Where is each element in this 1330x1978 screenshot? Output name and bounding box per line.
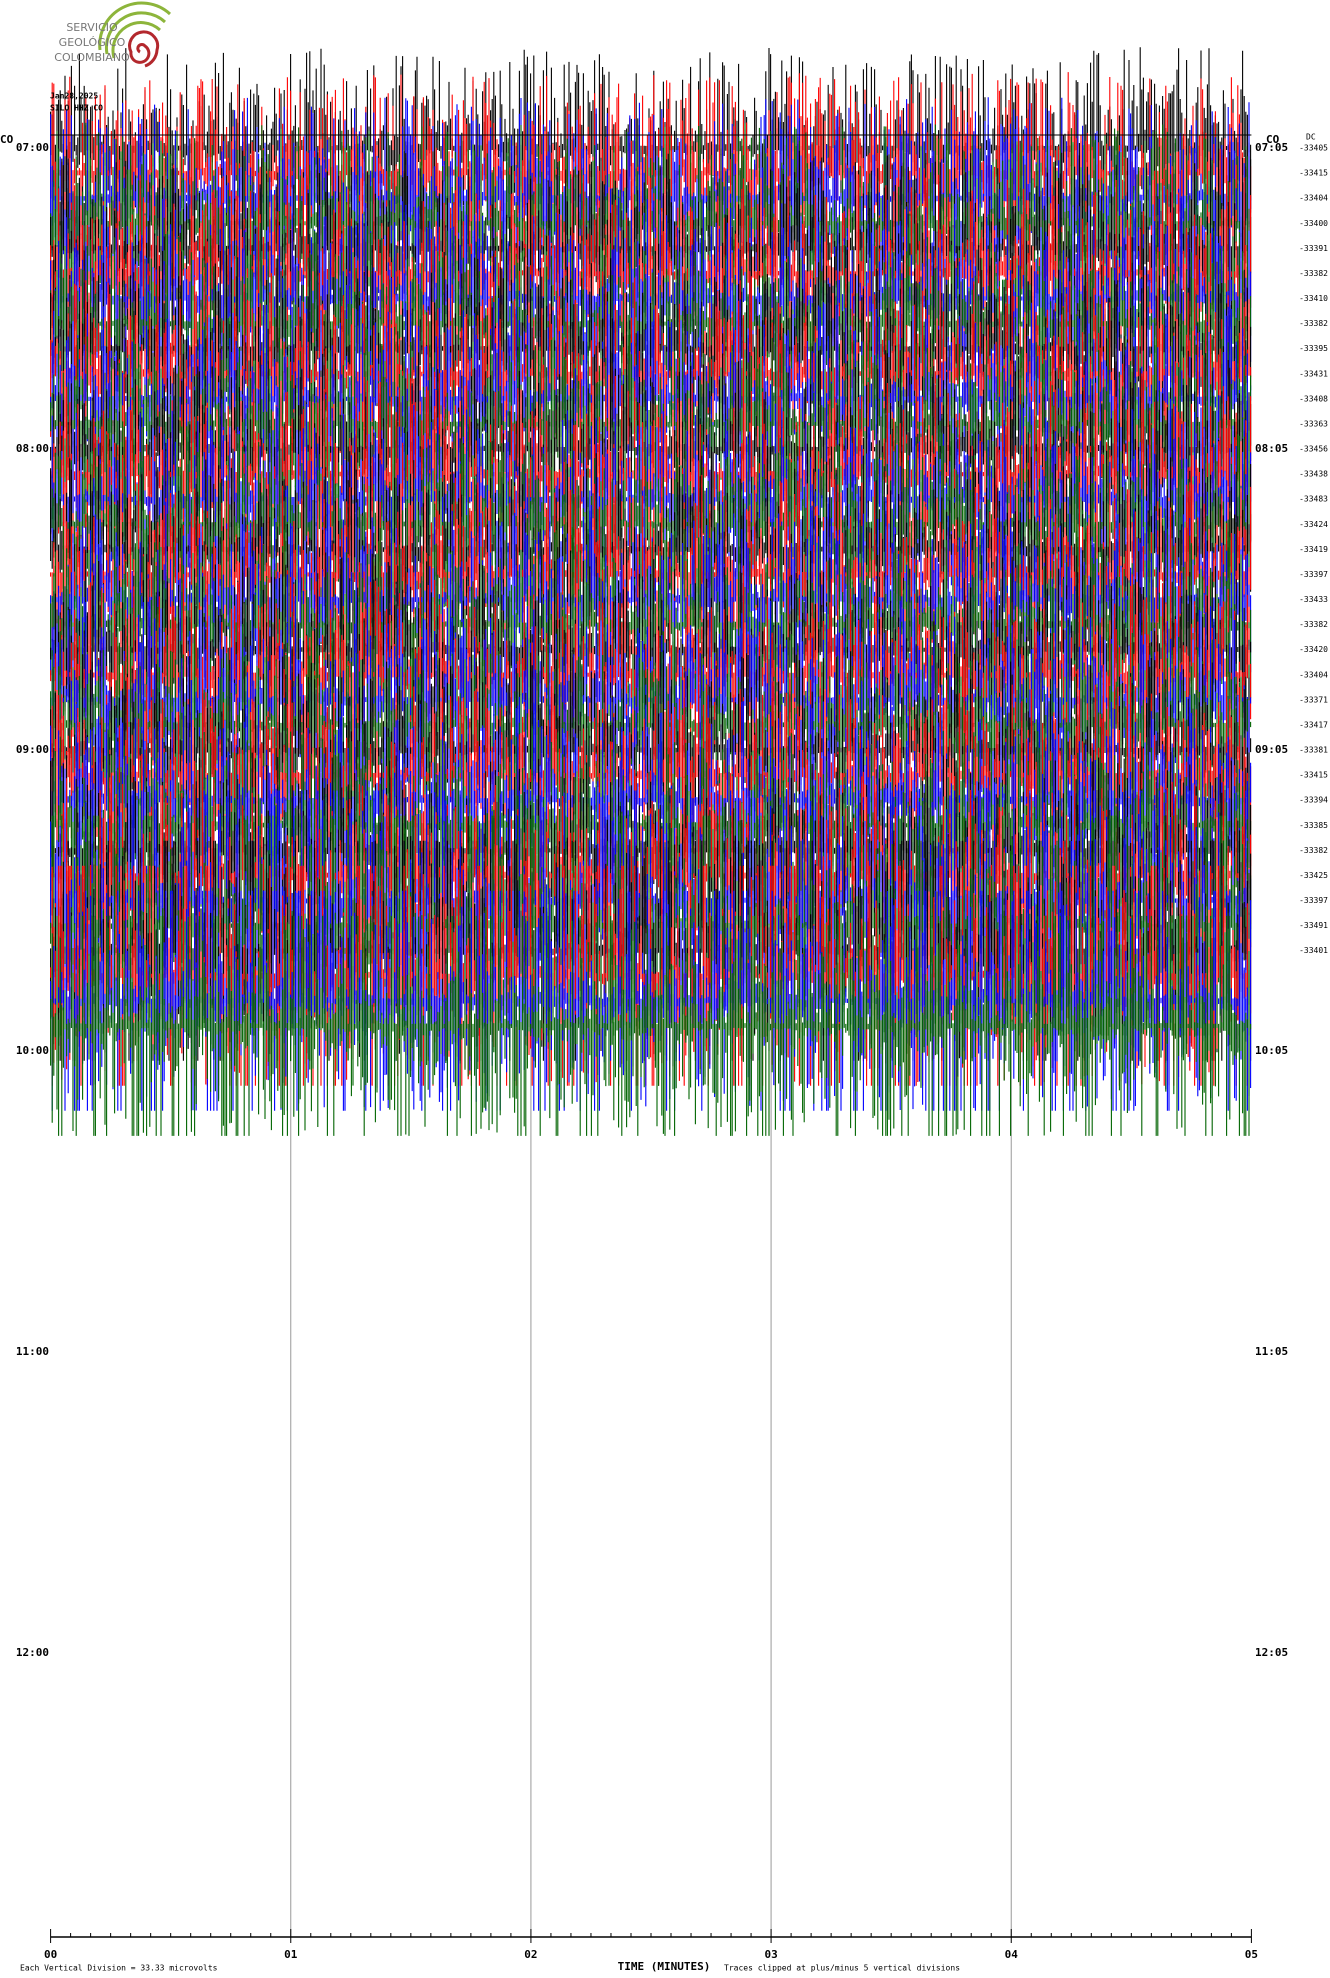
left-time: 11:00 — [16, 1345, 49, 1358]
logo-arc — [104, 11, 167, 55]
right-time: 09:05 — [1255, 743, 1288, 756]
dc-heading: DC — [1306, 133, 1316, 142]
dc-offset: -33424 — [1299, 520, 1328, 529]
dc-offset: -33382 — [1299, 319, 1328, 328]
right-time: 12:05 — [1255, 1646, 1288, 1659]
traces — [50, 47, 1252, 1136]
dc-offset: -33417 — [1299, 720, 1328, 729]
dc-offset: -33415 — [1299, 169, 1328, 178]
dc-offset: -33381 — [1299, 746, 1328, 755]
left-time: 07:00 — [16, 141, 49, 154]
dc-offset: -33419 — [1299, 545, 1328, 554]
dc-offset: -33394 — [1299, 796, 1328, 805]
dc-offset: -33363 — [1299, 419, 1328, 428]
date: Jan28,2025 — [50, 92, 98, 101]
dc-offset: -33410 — [1299, 294, 1328, 303]
dc-offset: -33433 — [1299, 595, 1328, 604]
logo-text: SERVICIO — [66, 21, 118, 34]
network-right: CO — [1266, 133, 1280, 146]
dc-offset: -33438 — [1299, 470, 1328, 479]
dc-offset: -33425 — [1299, 871, 1328, 880]
logo-text: GEOLÓGICO — [59, 36, 126, 49]
right-time: 10:05 — [1255, 1044, 1288, 1057]
right-time: 07:05 — [1255, 141, 1288, 154]
dc-offset: -33391 — [1299, 244, 1328, 253]
logo-arc — [111, 21, 162, 59]
network-left: CO — [0, 133, 14, 146]
clip-note: Traces clipped at plus/minus 5 vertical … — [724, 1964, 960, 1973]
dc-offset: -33395 — [1299, 344, 1328, 353]
dc-offset: -33382 — [1299, 620, 1328, 629]
dc-offset: -33382 — [1299, 846, 1328, 855]
dc-offset: -33431 — [1299, 369, 1328, 378]
left-time: 10:00 — [16, 1044, 49, 1057]
left-time: 08:00 — [16, 442, 49, 455]
dc-offset: -33397 — [1299, 896, 1328, 905]
left-time: 12:00 — [16, 1646, 49, 1659]
dc-offset: -33491 — [1299, 921, 1328, 930]
dc-offset: -33371 — [1299, 695, 1328, 704]
dc-offset: -33404 — [1299, 670, 1328, 679]
dc-offset: -33401 — [1299, 946, 1328, 955]
dc-offset: -33397 — [1299, 570, 1328, 579]
right-time: 11:05 — [1255, 1345, 1288, 1358]
dc-offset: -33456 — [1299, 445, 1328, 454]
station: SILO HHZ CO — [50, 104, 103, 113]
trace — [50, 915, 1252, 1136]
x-tick-label: 04 — [1005, 1948, 1019, 1961]
scale-note: Each Vertical Division = 33.33 microvolt… — [20, 1964, 218, 1973]
dc-offset: -33382 — [1299, 269, 1328, 278]
dc-offset: -33415 — [1299, 771, 1328, 780]
x-tick-label: 03 — [764, 1948, 777, 1961]
dc-offset: -33400 — [1299, 219, 1328, 228]
right-time: 08:05 — [1255, 442, 1288, 455]
dc-offset: -33404 — [1299, 194, 1328, 203]
dc-offset: -33385 — [1299, 821, 1328, 830]
dc-offset: -33483 — [1299, 495, 1328, 504]
x-axis-title: TIME (MINUTES) — [618, 1960, 711, 1973]
x-tick-label: 01 — [284, 1948, 298, 1961]
logo-text: COLOMBIANO — [54, 51, 130, 64]
x-tick-label: 05 — [1245, 1948, 1258, 1961]
x-tick-label: 00 — [44, 1948, 57, 1961]
logo-arc — [98, 1, 172, 51]
left-time: 09:00 — [16, 743, 49, 756]
logo — [98, 1, 172, 68]
dc-offset: -33420 — [1299, 645, 1328, 654]
x-tick-label: 02 — [524, 1948, 537, 1961]
dc-offset: -33405 — [1299, 144, 1328, 153]
logo-spiral — [128, 30, 160, 68]
dc-offset: -33408 — [1299, 394, 1328, 403]
